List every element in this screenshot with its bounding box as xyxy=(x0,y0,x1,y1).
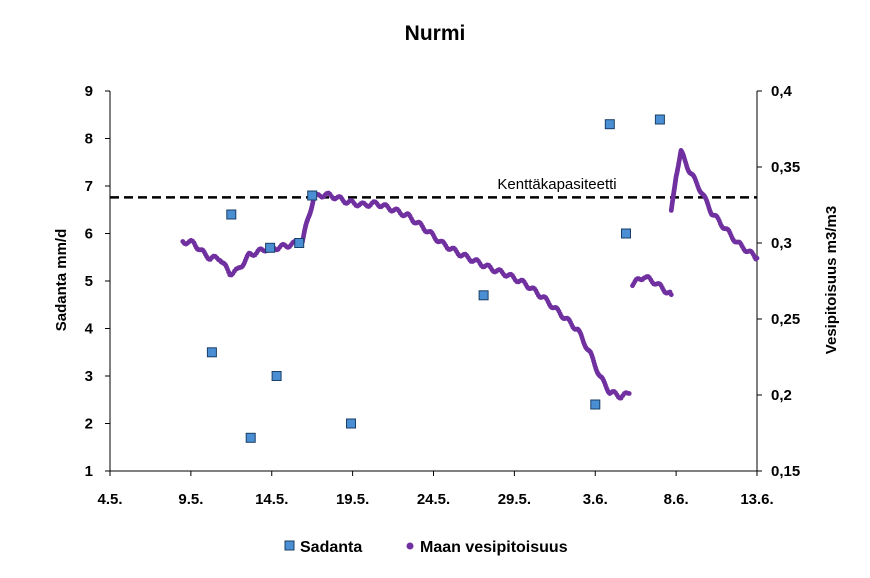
sadanta-point xyxy=(265,242,276,253)
y2-tick-label: 0,2 xyxy=(771,387,792,404)
sadanta-point xyxy=(226,209,237,220)
x-tick-label: 19.5. xyxy=(336,491,369,508)
sadanta-point xyxy=(654,114,665,125)
y-tick-label: 8 xyxy=(85,131,93,148)
y-tick-label: 3 xyxy=(85,368,93,385)
x-tick-label: 3.6. xyxy=(583,491,608,508)
sadanta-point xyxy=(604,119,615,130)
legend-vesipitoisuus-marker xyxy=(406,542,414,550)
y2-tick-label: 0,35 xyxy=(771,159,800,176)
y-tick-label: 4 xyxy=(85,321,94,338)
series-layer xyxy=(180,114,760,443)
y2-tick-label: 0,15 xyxy=(771,463,800,480)
y-tick-label: 5 xyxy=(85,273,93,290)
sadanta-point xyxy=(294,238,305,248)
y-tick-label: 2 xyxy=(85,416,93,433)
sadanta-point xyxy=(307,190,318,201)
y-axis-label: Sadanta mm/d xyxy=(53,229,70,332)
y-tick-label: 6 xyxy=(85,226,93,243)
y2-tick-label: 0,3 xyxy=(771,235,792,252)
legend: Sadanta Maan vesipitoisuus xyxy=(284,539,568,556)
sadanta-point xyxy=(590,399,601,410)
sadanta-point xyxy=(271,371,282,381)
chart-title: Nurmi xyxy=(405,22,466,45)
sadanta-point xyxy=(621,228,631,239)
soil-moisture-point xyxy=(668,292,674,298)
soil-moisture-point xyxy=(626,391,632,396)
y-tick-label: 7 xyxy=(85,178,93,195)
sadanta-point xyxy=(245,432,256,443)
y-tick-label: 9 xyxy=(85,83,93,100)
y2-tick-label: 0,4 xyxy=(771,83,793,100)
x-tick-label: 14.5. xyxy=(255,491,288,508)
soil-moisture-point xyxy=(754,255,760,261)
legend-sadanta-label: Sadanta xyxy=(300,539,362,556)
sadanta-point xyxy=(206,347,217,358)
y-tick-label: 1 xyxy=(85,463,93,480)
legend-sadanta-marker xyxy=(284,540,295,551)
x-tick-label: 29.5. xyxy=(498,491,531,508)
y2-axis-label: Vesipitoisuus m3/m3 xyxy=(823,206,840,354)
legend-vesipitoisuus-label: Maan vesipitoisuus xyxy=(420,539,568,556)
x-tick-label: 4.5. xyxy=(97,491,122,508)
field-capacity-label: Kenttäkapasiteetti xyxy=(497,176,616,193)
sadanta-point xyxy=(346,418,356,429)
plot-area: 4.5. 9.5. 14.5. 19.5. 24.5. 29.5. 3.6. 8.6. 13.6… xyxy=(85,83,801,508)
x-tick-label: 8.6. xyxy=(664,491,689,508)
x-tick-label: 13.6. xyxy=(740,491,773,508)
x-tick-label: 24.5. xyxy=(417,491,450,508)
x-tick-label: 9.5. xyxy=(178,491,203,508)
sadanta-point xyxy=(478,290,489,301)
y2-tick-label: 0,25 xyxy=(771,311,800,328)
